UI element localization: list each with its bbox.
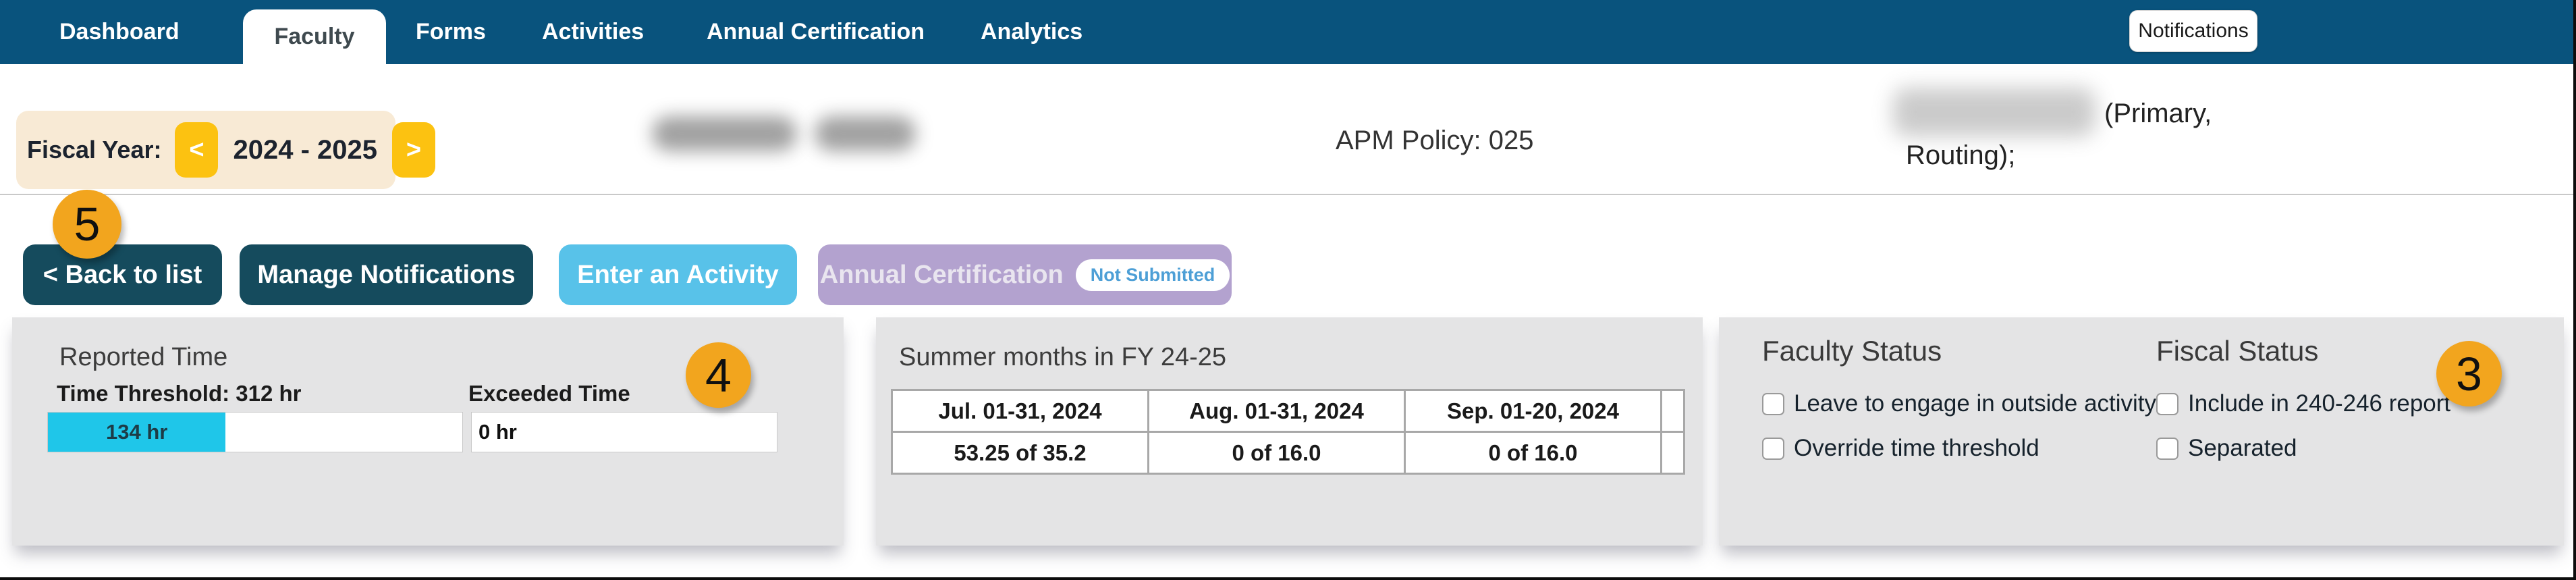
nav-item-annual-certification[interactable]: Annual Certification <box>707 19 925 45</box>
reported-time-title: Reported Time <box>59 343 228 371</box>
checkbox-label: Leave to engage in outside activity <box>1794 390 2157 417</box>
screenshot-bottom-edge <box>0 577 2576 580</box>
fiscal-year-selector: Fiscal Year: < 2024 - 2025 > <box>16 111 435 189</box>
fiscal-year-prev-button[interactable]: < <box>175 122 219 178</box>
table-clipped-column <box>1660 389 1685 433</box>
annotation-callout-4: 4 <box>686 342 751 408</box>
blur-blob <box>652 116 797 151</box>
redacted-department-blur <box>1893 88 2095 136</box>
summer-months-panel: Summer months in FY 24-25 Jul. 01-31, 20… <box>876 317 1703 546</box>
nav-item-forms[interactable]: Forms <box>416 19 486 45</box>
time-threshold-label: Time Threshold: 312 hr <box>57 381 302 406</box>
table-header-cell: Aug. 01-31, 2024 <box>1147 389 1406 433</box>
exceeded-time-bar: 0 hr <box>471 412 777 452</box>
separated-checkbox[interactable] <box>2156 437 2178 460</box>
screenshot-right-edge <box>2573 0 2576 580</box>
annotation-callout-3: 3 <box>2436 341 2502 406</box>
table-header-cell: Sep. 01-20, 2024 <box>1404 389 1662 433</box>
table-value-row: 53.25 of 35.2 0 of 16.0 0 of 16.0 <box>891 431 1685 475</box>
fiscal-status-title: Fiscal Status <box>2156 335 2319 367</box>
checkbox-row-override: Override time threshold <box>1762 435 2039 462</box>
not-submitted-badge: Not Submitted <box>1075 259 1230 291</box>
status-panel: Faculty Status Fiscal Status Leave to en… <box>1719 317 2564 546</box>
checkbox-label: Override time threshold <box>1794 435 2039 461</box>
nav-item-dashboard[interactable]: Dashboard <box>59 19 180 45</box>
checkbox-label: Include in 240-246 report <box>2188 390 2451 417</box>
fiscal-year-value: 2024 - 2025 <box>233 134 377 165</box>
notifications-button[interactable]: Notifications <box>2129 10 2257 52</box>
checkbox-row-leave: Leave to engage in outside activity <box>1762 390 2156 417</box>
back-to-list-button[interactable]: < Back to list <box>23 244 222 305</box>
summer-months-table: Jul. 01-31, 2024 Aug. 01-31, 2024 Sep. 0… <box>891 389 1685 475</box>
top-navbar: Dashboard Faculty Forms Activities Annua… <box>0 0 2576 64</box>
table-header-row: Jul. 01-31, 2024 Aug. 01-31, 2024 Sep. 0… <box>891 389 1685 433</box>
override-time-threshold-checkbox[interactable] <box>1762 437 1784 460</box>
nav-item-analytics[interactable]: Analytics <box>981 19 1083 45</box>
apm-policy-text: APM Policy: 025 <box>1336 126 1534 155</box>
checkbox-row-include-report: Include in 240-246 report <box>2156 390 2450 417</box>
checkbox-label: Separated <box>2188 435 2297 461</box>
manage-notifications-button[interactable]: Manage Notifications <box>240 244 533 305</box>
fiscal-year-label: Fiscal Year: <box>27 136 162 163</box>
exceeded-time-label: Exceeded Time <box>468 381 630 406</box>
redacted-faculty-name-blur <box>652 116 916 151</box>
nav-item-faculty-active-tab[interactable]: Faculty <box>243 9 386 64</box>
annual-certification-button[interactable]: Annual Certification Not Submitted <box>818 244 1232 305</box>
include-240-246-report-checkbox[interactable] <box>2156 392 2178 415</box>
table-value-cell: 53.25 of 35.2 <box>891 431 1149 475</box>
department-suffix-line1: (Primary, <box>2104 99 2212 128</box>
table-header-cell: Jul. 01-31, 2024 <box>891 389 1149 433</box>
department-suffix-line2: Routing); <box>1906 140 2016 170</box>
blur-blob <box>815 116 916 151</box>
table-clipped-column <box>1660 431 1685 475</box>
table-value-cell: 0 of 16.0 <box>1147 431 1406 475</box>
nav-item-activities[interactable]: Activities <box>542 19 645 45</box>
fiscal-year-next-button[interactable]: > <box>392 122 435 178</box>
annotation-callout-5: 5 <box>53 190 121 259</box>
header-divider <box>0 194 2576 195</box>
faculty-status-title: Faculty Status <box>1762 335 1942 367</box>
annual-certification-label: Annual Certification <box>819 260 1064 289</box>
reported-time-progress-fill: 134 hr <box>48 413 226 452</box>
table-value-cell: 0 of 16.0 <box>1404 431 1662 475</box>
summer-months-title: Summer months in FY 24-25 <box>899 343 1227 371</box>
leave-outside-activity-checkbox[interactable] <box>1762 392 1784 415</box>
reported-time-progress-bar: 134 hr <box>47 412 463 452</box>
checkbox-row-separated: Separated <box>2156 435 2297 462</box>
enter-activity-button[interactable]: Enter an Activity <box>559 244 797 305</box>
